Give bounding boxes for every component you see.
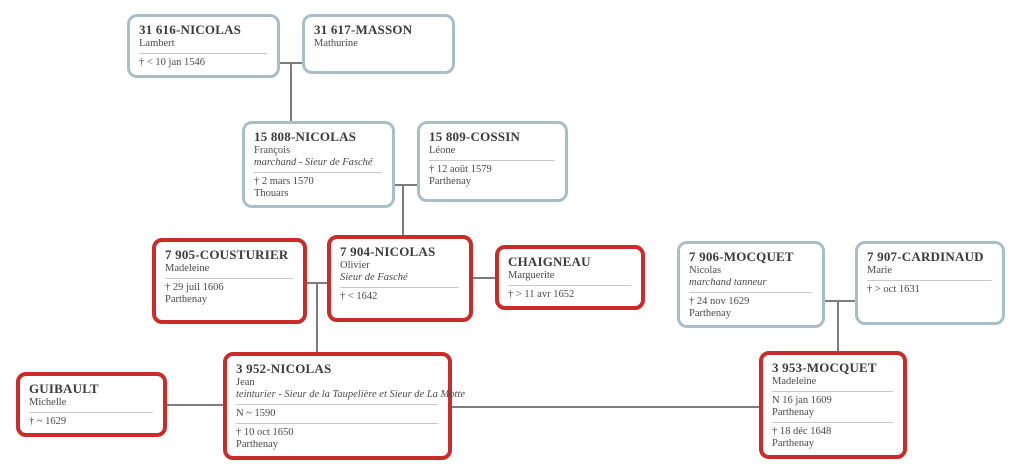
person-detail: Parthenay: [236, 439, 278, 450]
person-detail: François: [254, 145, 291, 156]
person-detail: † > 11 avr 1652: [508, 289, 575, 300]
person-card-7905-cousturier[interactable]: 7 905-COUSTURIER Madeleine † 29 juil 1606 P…: [152, 238, 307, 324]
person-detail: † > oct 1631: [867, 284, 920, 295]
person-card-7907-cardinaud[interactable]: 7 907-CARDINAUD Marie † > oct 1631: [855, 241, 1005, 325]
card-separator: [508, 285, 631, 286]
person-detail: Parthenay: [772, 438, 814, 449]
person-detail: † 2 mars 1570: [254, 176, 314, 187]
person-card-15808-nicolas[interactable]: 15 808-NICOLAS François marchand - Sieur d…: [242, 121, 395, 208]
card-separator: [139, 53, 267, 54]
person-detail: Michelle: [29, 397, 67, 408]
person-detail: † 12 août 1579: [429, 164, 492, 175]
person-sosa-name: 7 907-CARDINAUD: [867, 249, 984, 264]
person-detail: Marguerite: [508, 270, 555, 281]
person-detail: Thouars: [254, 188, 289, 199]
person-detail: † 10 oct 1650: [236, 427, 294, 438]
person-detail: Marie: [867, 265, 893, 276]
descent-line-to-7904: [402, 184, 404, 235]
person-detail: Jean: [236, 377, 255, 388]
descent-line-to-3952: [316, 282, 318, 352]
person-detail: Sieur de Fasché: [340, 272, 408, 283]
person-card-3953-mocquet[interactable]: 3 953-MOCQUET Madeleine N 16 jan 1609 Parth…: [759, 351, 907, 459]
card-separator: [236, 423, 438, 424]
person-detail: Parthenay: [165, 294, 207, 305]
card-separator: [340, 287, 459, 288]
union-line-3952-3953: [452, 406, 759, 408]
person-detail: Parthenay: [772, 407, 814, 418]
person-detail: marchand - Sieur de Fasché: [254, 157, 373, 168]
card-separator: [236, 404, 438, 405]
card-separator: [254, 172, 382, 173]
card-separator: [772, 422, 893, 423]
person-sosa-name: 7 906-MOCQUET: [689, 249, 794, 264]
union-line-7904-chaigneau: [473, 277, 495, 279]
person-detail: marchand tanneur: [689, 277, 767, 288]
person-detail: Parthenay: [689, 308, 731, 319]
person-detail: Madeleine: [772, 376, 817, 387]
card-separator: [772, 391, 893, 392]
person-detail: † ~ 1629: [29, 416, 67, 427]
person-sosa-name: 7 905-COUSTURIER: [165, 247, 289, 262]
card-separator: [689, 292, 812, 293]
person-detail: Olivier: [340, 260, 370, 271]
person-detail: Nicolas: [689, 265, 722, 276]
person-detail: Léone: [429, 145, 456, 156]
descent-line-to-3953: [837, 300, 839, 351]
card-separator: [165, 278, 293, 279]
person-sosa-name: 31 616-NICOLAS: [139, 22, 242, 37]
person-card-15809-cossin[interactable]: 15 809-COSSIN Léone † 12 août 1579 Parthena…: [417, 121, 568, 202]
descent-line-to-15808: [290, 62, 292, 121]
person-card-chaigneau[interactable]: CHAIGNEAU Marguerite † > 11 avr 1652: [495, 245, 645, 310]
person-detail: Madeleine: [165, 263, 210, 274]
card-separator: [429, 160, 555, 161]
person-card-31616-nicolas[interactable]: 31 616-NICOLAS Lambert † < 10 jan 1546: [127, 14, 280, 78]
person-detail: † 24 nov 1629: [689, 296, 750, 307]
person-sosa-name: 15 809-COSSIN: [429, 129, 521, 144]
card-separator: [867, 280, 992, 281]
person-card-31617-masson[interactable]: 31 617-MASSON Mathurine: [302, 14, 455, 74]
person-sosa-name: 15 808-NICOLAS: [254, 129, 357, 144]
person-sosa-name: 7 904-NICOLAS: [340, 244, 436, 259]
person-detail: † 29 juil 1606: [165, 282, 224, 293]
person-detail: † < 1642: [340, 291, 378, 302]
person-card-3952-nicolas[interactable]: 3 952-NICOLAS Jean teinturier - Sieur de l…: [223, 352, 466, 460]
person-detail: teinturier - Sieur de la Taupelière et S…: [236, 389, 466, 400]
person-detail: Lambert: [139, 38, 175, 49]
person-detail: † < 10 jan 1546: [139, 57, 205, 68]
person-sosa-name: CHAIGNEAU: [508, 254, 591, 269]
union-line-15808-15809: [395, 184, 417, 186]
person-sosa-name: 3 952-NICOLAS: [236, 361, 332, 376]
union-line-7906-7907: [825, 300, 855, 302]
union-line-guibault-3952: [167, 404, 223, 406]
person-detail: Mathurine: [314, 38, 358, 49]
person-detail: † 18 déc 1648: [772, 426, 832, 437]
person-detail: N 16 jan 1609: [772, 395, 832, 406]
card-separator: [29, 412, 153, 413]
person-card-guibault[interactable]: GUIBAULT Michelle † ~ 1629: [16, 372, 167, 437]
person-card-7904-nicolas[interactable]: 7 904-NICOLAS Olivier Sieur de Fasché † < 1…: [327, 235, 473, 322]
person-detail: N ~ 1590: [236, 408, 276, 419]
person-sosa-name: 31 617-MASSON: [314, 22, 413, 37]
person-sosa-name: 3 953-MOCQUET: [772, 360, 877, 375]
person-detail: Parthenay: [429, 176, 471, 187]
person-card-7906-mocquet[interactable]: 7 906-MOCQUET Nicolas marchand tanneur † 24…: [677, 241, 825, 328]
person-sosa-name: GUIBAULT: [29, 381, 99, 396]
